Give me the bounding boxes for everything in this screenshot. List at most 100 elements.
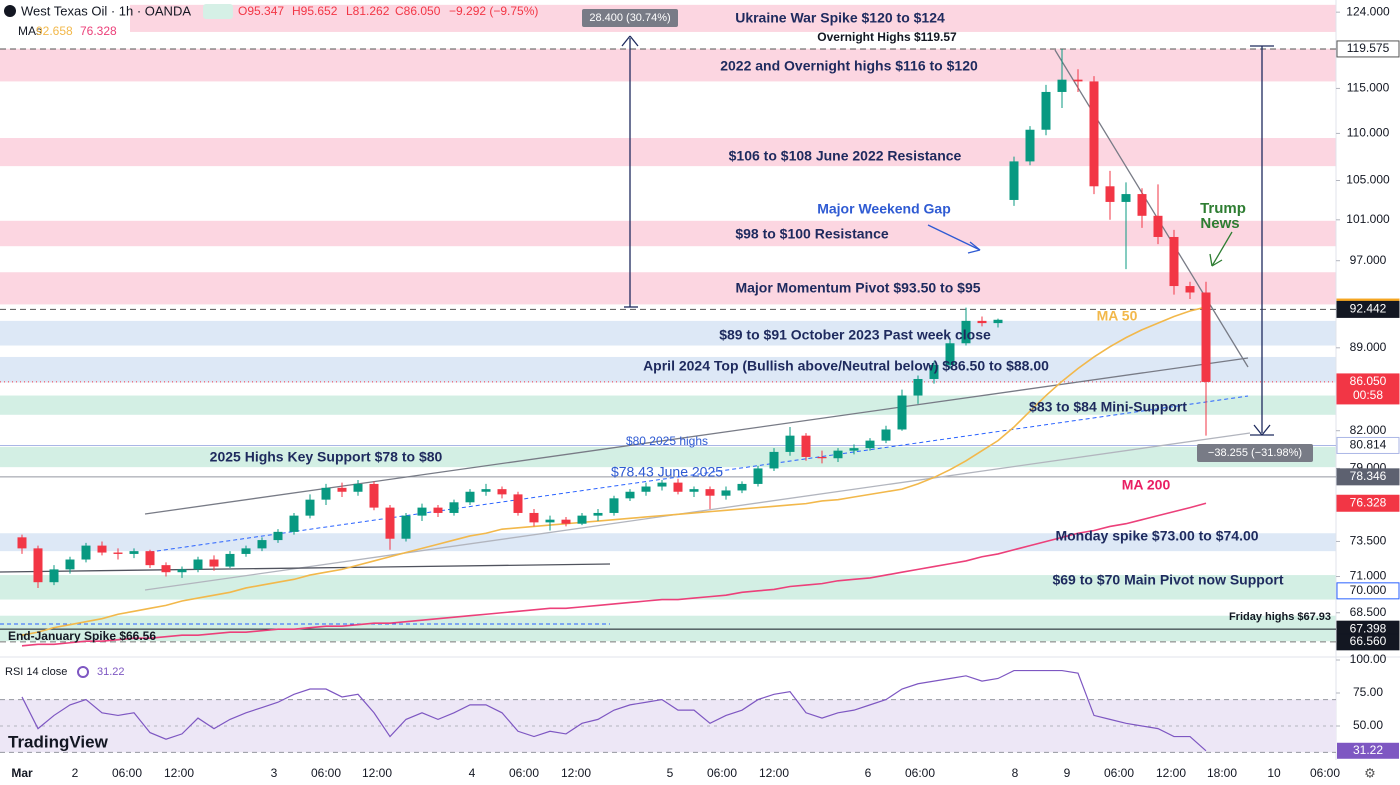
candle-body bbox=[1089, 81, 1099, 187]
zone bbox=[0, 138, 1336, 167]
trendline bbox=[1054, 49, 1249, 368]
ma-line bbox=[21, 306, 1207, 636]
annotation: Major Momentum Pivot $93.50 to $95 bbox=[735, 280, 980, 296]
x-tick-label: 5 bbox=[667, 766, 674, 780]
candle-body bbox=[401, 515, 411, 539]
candle-body bbox=[689, 489, 699, 492]
x-tick-label: 8 bbox=[1012, 766, 1019, 780]
candle-body bbox=[129, 551, 139, 554]
y-tick-label: 89.000 bbox=[1350, 340, 1387, 354]
candle-body bbox=[1185, 286, 1195, 293]
y-tick-label: 73.500 bbox=[1350, 534, 1387, 548]
candle-body bbox=[1137, 194, 1147, 216]
annotation: $106 to $108 June 2022 Resistance bbox=[729, 148, 962, 164]
candle-body bbox=[193, 559, 203, 570]
price-badge bbox=[1336, 633, 1400, 651]
rsi-tick-label: 100.00 bbox=[1350, 652, 1387, 666]
candle-body bbox=[769, 451, 779, 469]
candle-body bbox=[1201, 292, 1211, 382]
rsi-badge-label: 31.22 bbox=[1353, 743, 1383, 757]
x-tick-label: 06:00 bbox=[707, 766, 737, 780]
settings-icon[interactable]: ⚙ bbox=[1364, 765, 1376, 780]
candle-body bbox=[897, 395, 907, 430]
x-tick-label: 06:00 bbox=[1310, 766, 1340, 780]
candle-body bbox=[321, 487, 331, 500]
candle-body bbox=[305, 499, 315, 516]
price-badge bbox=[1336, 468, 1400, 486]
candle-body bbox=[177, 569, 187, 573]
candle-body bbox=[609, 498, 619, 513]
x-tick-label: 9 bbox=[1064, 766, 1071, 780]
y-tick-label: 97.000 bbox=[1350, 253, 1387, 267]
x-tick-label: 4 bbox=[469, 766, 476, 780]
candle-body bbox=[913, 378, 923, 396]
candle-body bbox=[737, 483, 747, 491]
candle-body bbox=[513, 494, 523, 513]
candle-body bbox=[65, 559, 75, 570]
x-tick-label: 06:00 bbox=[1104, 766, 1134, 780]
rsi-title: RSI 14 close bbox=[5, 666, 67, 678]
candle-body bbox=[961, 320, 971, 344]
annotation: 2022 and Overnight highs $116 to $120 bbox=[720, 58, 978, 74]
candle-body bbox=[721, 490, 731, 496]
candle-body bbox=[241, 548, 251, 554]
annotation: April 2024 Top (Bullish above/Neutral be… bbox=[643, 358, 1049, 374]
annotation: Trump bbox=[1200, 200, 1246, 217]
trendline bbox=[1261, 424, 1271, 436]
candle-body bbox=[353, 483, 363, 492]
annotation: Monday spike $73.00 to $74.00 bbox=[1055, 528, 1258, 544]
x-tick-label: 2 bbox=[72, 766, 79, 780]
candle-body bbox=[417, 507, 427, 516]
header-stat: H95.652 bbox=[292, 4, 338, 18]
candle-body bbox=[481, 489, 491, 492]
candle-body bbox=[81, 545, 91, 560]
measure-box bbox=[582, 9, 678, 27]
trendline bbox=[1253, 424, 1263, 436]
x-tick-label: 06:00 bbox=[509, 766, 539, 780]
annotation: Major Weekend Gap bbox=[817, 201, 951, 217]
y-tick-label: 110.000 bbox=[1347, 126, 1390, 140]
y-tick-label: 68.500 bbox=[1350, 605, 1387, 619]
rsi-line bbox=[21, 669, 1207, 752]
price-badge-label: 70.000 bbox=[1350, 583, 1387, 597]
x-tick-label: Mar bbox=[11, 766, 33, 780]
price-badge-label: 119.575 bbox=[1347, 41, 1390, 55]
candle-body bbox=[273, 531, 283, 541]
annotation: $69 to $70 Main Pivot now Support bbox=[1052, 572, 1283, 588]
zone bbox=[0, 48, 1336, 82]
price-badge-label: 78.346 bbox=[1350, 469, 1387, 483]
logo: TradingView bbox=[8, 732, 109, 751]
candle-body bbox=[641, 486, 651, 492]
candle-body bbox=[785, 435, 795, 452]
candle-body bbox=[881, 429, 891, 441]
x-tick-label: 12:00 bbox=[362, 766, 392, 780]
candle-body bbox=[977, 320, 987, 324]
measure-label: −38.255 (−31.98%) bbox=[1208, 447, 1302, 459]
annotation: $89 to $91 October 2023 Past week close bbox=[719, 327, 991, 343]
candle-body bbox=[945, 343, 955, 366]
candle-body bbox=[49, 569, 59, 583]
ma-legend-label: MAs bbox=[18, 24, 42, 38]
candle-body bbox=[1025, 129, 1035, 162]
ma-legend-value: 92.658 bbox=[36, 24, 73, 38]
y-tick-label: 71.000 bbox=[1350, 569, 1387, 583]
plot bbox=[17, 48, 1211, 752]
candle-body bbox=[673, 482, 683, 492]
rsi-tick-label: 50.00 bbox=[1353, 718, 1383, 732]
candle-body bbox=[593, 512, 603, 516]
zone bbox=[0, 356, 1336, 383]
trendline bbox=[969, 241, 981, 251]
header: West Texas Oil · 1h · OANDA MAs 92.658 7… bbox=[4, 3, 1376, 780]
x-tick-label: 10 bbox=[1267, 766, 1281, 780]
candle-body bbox=[433, 507, 443, 513]
annotation: End-January Spike $66.56 bbox=[8, 629, 156, 643]
trendline bbox=[629, 35, 639, 47]
candle-body bbox=[817, 456, 827, 459]
candle-body bbox=[225, 553, 235, 567]
trendline bbox=[1211, 259, 1223, 267]
x-tick-label: 6 bbox=[865, 766, 872, 780]
trendline bbox=[144, 432, 1251, 591]
x-tick-label: 12:00 bbox=[759, 766, 789, 780]
annotation: $83 to $84 Mini-Support bbox=[1029, 399, 1187, 415]
